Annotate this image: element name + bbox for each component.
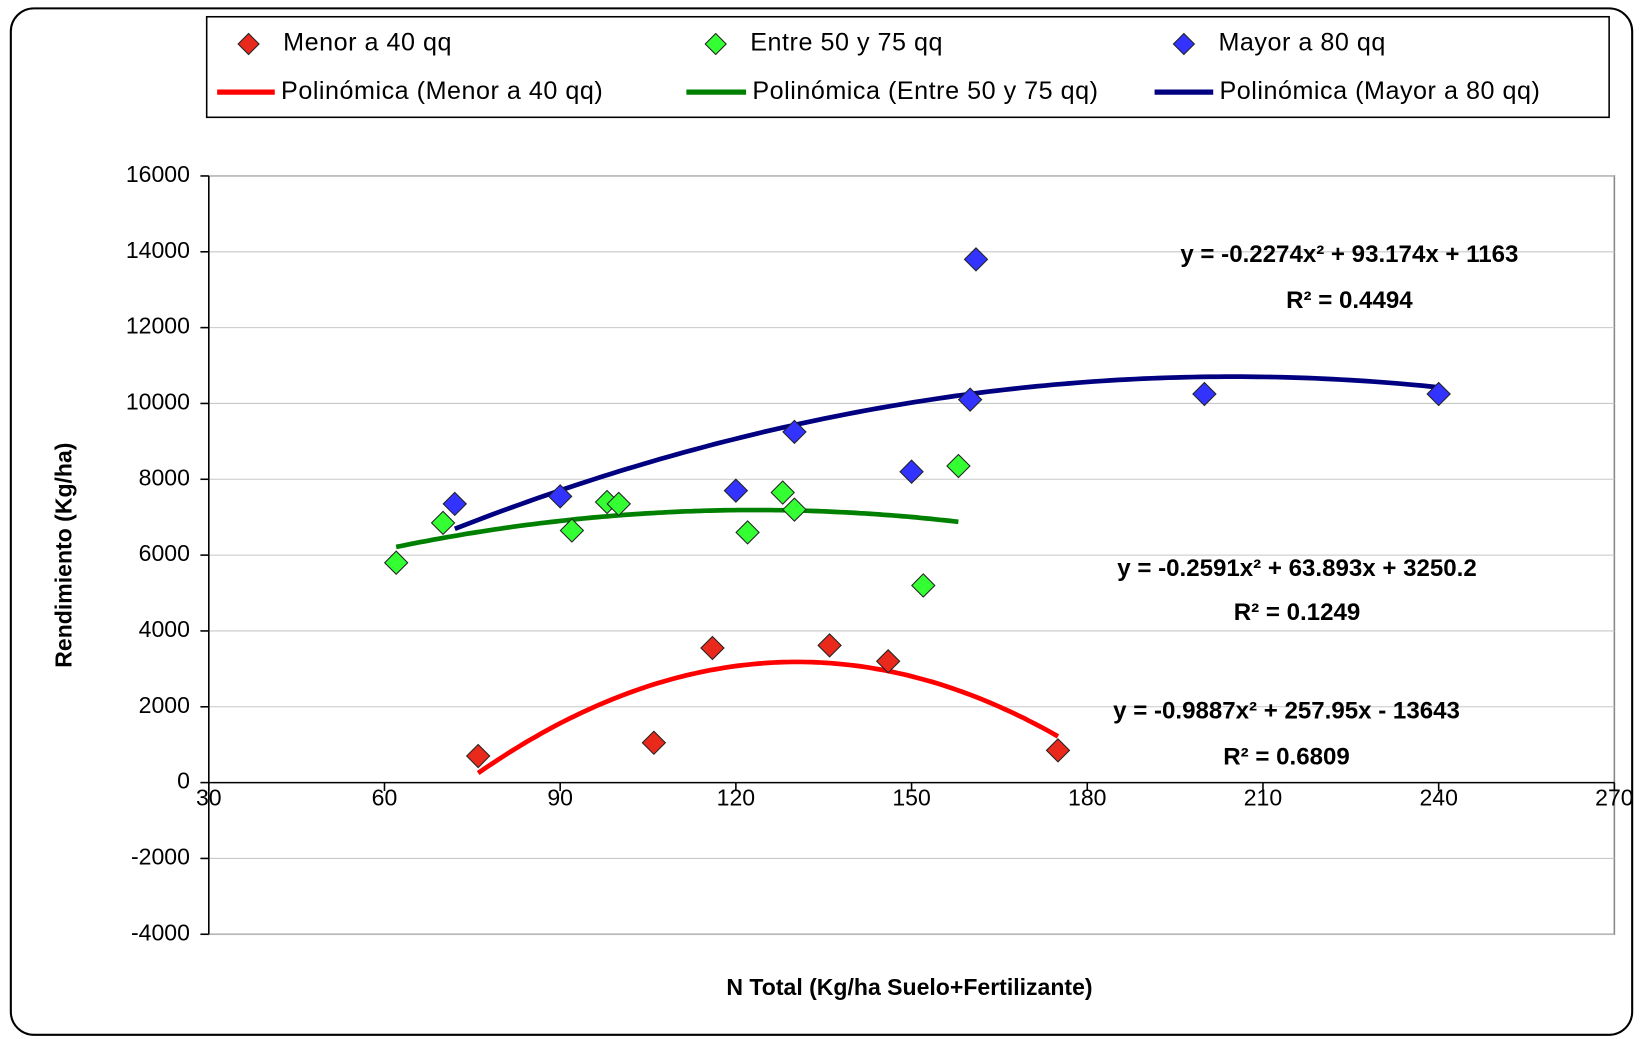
y-tick-label: 6000 — [139, 540, 190, 566]
x-tick-label: 30 — [196, 784, 222, 810]
trendline-r2: R² = 0.1249 — [1234, 599, 1361, 626]
data-point — [782, 497, 807, 522]
data-point — [1192, 381, 1217, 407]
legend-marker — [704, 32, 727, 56]
data-point — [770, 480, 795, 505]
data-point — [875, 649, 901, 674]
x-tick-label: 240 — [1419, 784, 1457, 810]
data-point — [946, 453, 971, 479]
trendline — [476, 659, 1060, 776]
data-point — [1426, 381, 1451, 407]
trendline — [395, 507, 959, 550]
data-point — [1045, 738, 1071, 763]
data-point — [465, 743, 491, 769]
y-tick-label: 16000 — [126, 161, 190, 187]
legend-marker — [1172, 32, 1196, 56]
y-tick-label: 12000 — [126, 313, 190, 339]
legend-label: Polinómica (Menor a 40 qq) — [281, 77, 603, 105]
x-tick-label: 270 — [1595, 784, 1633, 810]
data-point — [559, 518, 585, 543]
data-point — [817, 633, 842, 658]
data-point — [963, 247, 989, 272]
legend-label: Mayor a 80 qq — [1218, 29, 1385, 57]
trendline-r2: R² = 0.6809 — [1223, 744, 1350, 771]
x-tick-label: 60 — [372, 784, 398, 810]
legend-label: Polinómica (Mayor a 80 qq) — [1220, 77, 1541, 105]
data-point — [723, 478, 749, 503]
y-tick-label: -2000 — [131, 844, 190, 870]
y-tick-label: 2000 — [139, 692, 190, 718]
data-point — [899, 459, 924, 484]
data-point — [911, 573, 936, 598]
trendline-equation: y = -0.9887x² + 257.95x - 13643 — [1113, 698, 1460, 725]
legend-marker — [237, 32, 260, 56]
y-tick-label: 4000 — [139, 616, 190, 642]
trendline-r2: R² = 0.4494 — [1286, 287, 1413, 314]
trendline — [453, 374, 1439, 532]
data-point — [383, 550, 409, 575]
y-tick-label: 0 — [177, 768, 190, 794]
y-tick-label: 8000 — [139, 464, 190, 490]
trendline-equation: y = -0.2274x² + 93.174x + 1163 — [1180, 241, 1518, 268]
y-tick-label: 14000 — [126, 237, 190, 263]
legend-label: Polinómica (Entre 50 y 75 qq) — [752, 77, 1098, 105]
data-point — [442, 491, 468, 517]
y-tick-label: 10000 — [126, 389, 190, 415]
data-point — [547, 484, 573, 509]
x-tick-label: 150 — [892, 784, 930, 810]
trendline-equation: y = -0.2591x² + 63.893x + 3250.2 — [1117, 555, 1476, 582]
legend-box — [205, 15, 1610, 119]
legend-label: Entre 50 y 75 qq — [750, 29, 943, 57]
x-tick-label: 90 — [547, 784, 573, 810]
data-point — [606, 491, 632, 517]
data-point — [700, 635, 725, 661]
y-tick-label: -4000 — [131, 919, 190, 945]
x-axis-title: N Total (Kg/ha Suelo+Fertilizante) — [726, 974, 1092, 1000]
data-point — [641, 730, 667, 756]
legend-label: Menor a 40 qq — [283, 29, 452, 57]
x-tick-label: 180 — [1068, 784, 1106, 810]
data-point — [782, 419, 807, 445]
data-point — [735, 520, 760, 545]
y-axis-title: Rendimiento (Kg/ha) — [50, 443, 76, 668]
x-tick-label: 120 — [717, 784, 755, 810]
x-tick-label: 210 — [1244, 784, 1282, 810]
data-point — [430, 510, 456, 536]
data-point — [957, 387, 983, 412]
